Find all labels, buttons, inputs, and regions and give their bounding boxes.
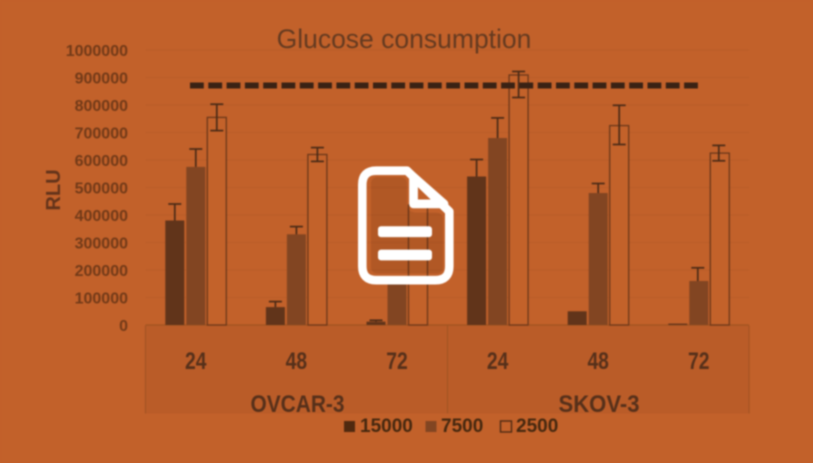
svg-text:48: 48 <box>587 348 609 375</box>
svg-text:500000: 500000 <box>75 181 128 198</box>
svg-text:OVCAR-3: OVCAR-3 <box>251 391 345 418</box>
svg-text:RLU: RLU <box>43 169 65 210</box>
svg-text:700000: 700000 <box>75 126 128 143</box>
svg-text:800000: 800000 <box>75 98 128 115</box>
svg-text:900000: 900000 <box>75 71 128 88</box>
svg-text:Glucose consumption: Glucose consumption <box>277 24 532 54</box>
svg-text:2500: 2500 <box>516 416 558 437</box>
svg-text:72: 72 <box>386 348 408 375</box>
svg-text:SKOV-3: SKOV-3 <box>559 391 640 418</box>
svg-text:1000000: 1000000 <box>66 43 128 60</box>
svg-text:15000: 15000 <box>360 416 413 437</box>
svg-text:200000: 200000 <box>75 263 128 280</box>
svg-text:7500: 7500 <box>441 416 483 437</box>
svg-text:72: 72 <box>688 348 710 375</box>
svg-text:100000: 100000 <box>75 291 128 308</box>
svg-text:24: 24 <box>185 348 207 375</box>
svg-text:400000: 400000 <box>75 208 128 225</box>
svg-text:24: 24 <box>487 348 509 375</box>
svg-text:48: 48 <box>286 348 308 375</box>
svg-text:0: 0 <box>119 318 128 335</box>
svg-text:600000: 600000 <box>75 153 128 170</box>
svg-text:300000: 300000 <box>75 236 128 253</box>
